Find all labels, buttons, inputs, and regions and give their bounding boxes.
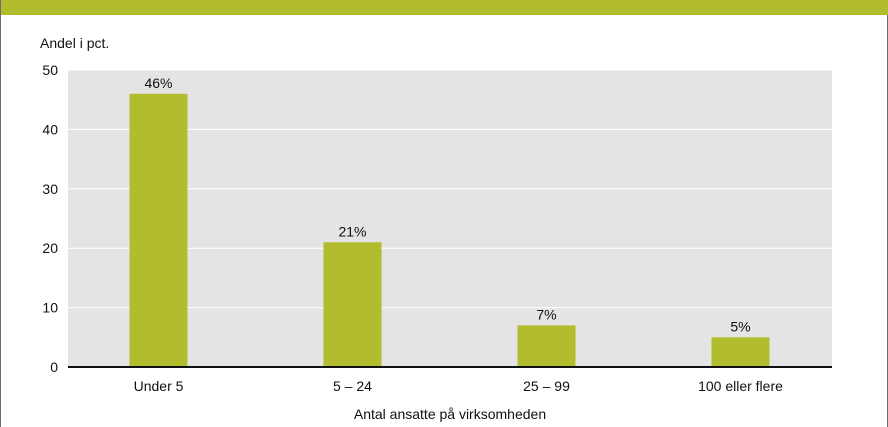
bar [323,242,382,367]
bar [517,325,576,367]
x-tick-label: Under 5 [134,378,184,394]
y-tick-label: 50 [42,62,58,78]
x-tick-label: 100 eller flere [698,378,783,394]
value-labels: 46% 21% 7% 5% [144,75,750,335]
gridlines [68,69,832,309]
y-tick-label: 10 [42,300,58,316]
x-tick-label: 25 – 99 [523,378,570,394]
bar [711,337,770,367]
y-tick-labels: 0 10 20 30 40 50 [42,62,58,375]
x-tick-label: 5 – 24 [333,378,372,394]
bar-value-label: 46% [144,75,172,91]
x-tick-labels: Under 5 5 – 24 25 – 99 100 eller flere [134,378,784,394]
bar [129,93,188,367]
y-tick-label: 30 [42,181,58,197]
bar-value-label: 7% [536,306,556,322]
y-tick-label: 40 [42,121,58,137]
plot-background [68,70,832,367]
x-axis-label: Antal ansatte på virksomheden [354,406,546,422]
bar-value-label: 5% [730,318,750,334]
y-tick-label: 0 [50,359,58,375]
y-axis-label: Andel i pct. [40,35,109,51]
y-tick-label: 20 [42,240,58,256]
bars [129,93,770,367]
bar-value-label: 21% [338,223,366,239]
header-color-band [1,0,888,15]
